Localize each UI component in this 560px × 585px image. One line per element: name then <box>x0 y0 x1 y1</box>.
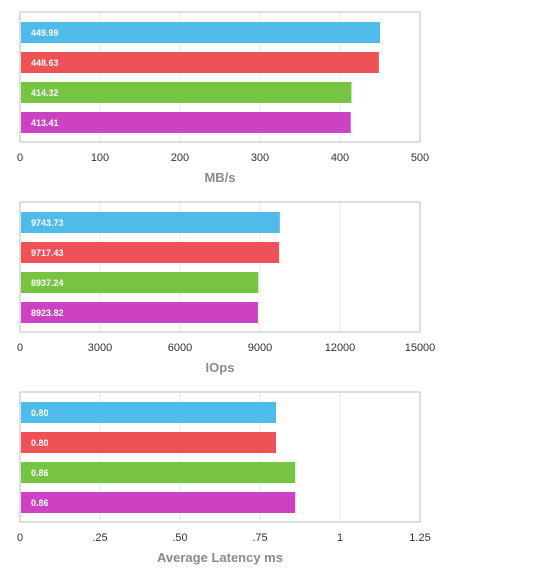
x-tick-label: 100 <box>91 152 109 164</box>
bar <box>21 402 276 423</box>
x-tick-label: .25 <box>92 532 107 544</box>
x-axis-label: MB/s <box>204 170 235 185</box>
bar-value-label: 9717.43 <box>31 248 64 258</box>
x-tick-label: .50 <box>172 532 187 544</box>
bar <box>21 492 296 513</box>
x-tick-label: 0 <box>17 152 23 164</box>
bar-value-label: 0.80 <box>31 408 49 418</box>
bar <box>21 432 276 453</box>
x-tick-label: 3000 <box>88 342 112 354</box>
bar <box>21 242 280 263</box>
x-tick-label: 300 <box>251 152 269 164</box>
x-axis-label: Average Latency ms <box>157 550 283 565</box>
bar-value-label: 0.86 <box>31 498 49 508</box>
chart-panel-2: 0.80 0.80 0.86 0.86 0 .25 .50 .75 1 1.25 Average L… <box>17 391 431 565</box>
x-tick-label: 6000 <box>168 342 192 354</box>
bar <box>21 52 379 73</box>
bar-value-label: 9743.73 <box>31 218 64 228</box>
bar-value-label: 413.41 <box>31 118 59 128</box>
x-tick-label: 15000 <box>405 342 436 354</box>
bar-value-label: 0.80 <box>31 438 49 448</box>
x-tick-label: 0 <box>17 532 23 544</box>
x-tick-label: 0 <box>17 342 23 354</box>
bar-value-label: 448.63 <box>31 58 59 68</box>
x-tick-label: 12000 <box>325 342 356 354</box>
x-axis-label: IOps <box>206 360 235 375</box>
x-tick-label: 500 <box>411 152 429 164</box>
bar-value-label: 414.32 <box>31 88 59 98</box>
bar-value-label: 0.86 <box>31 468 49 478</box>
bar <box>21 462 296 483</box>
bar <box>21 272 259 293</box>
bar <box>21 82 352 103</box>
bar-value-label: 449.99 <box>31 28 59 38</box>
x-tick-label: 200 <box>171 152 189 164</box>
bar <box>21 112 351 133</box>
x-tick-label: 9000 <box>248 342 272 354</box>
chart-panel-1: 9743.73 9717.43 8937.24 8923.82 0 3000 6000 900… <box>17 201 436 375</box>
bar <box>21 22 380 43</box>
chart-panel-0: 449.99 448.63 414.32 413.41 0 100 200 300 400 500… <box>17 11 429 185</box>
bar-value-label: 8923.82 <box>31 308 64 318</box>
x-tick-label: 1 <box>337 532 343 544</box>
x-tick-label: 400 <box>331 152 349 164</box>
bar-value-label: 8937.24 <box>31 278 64 288</box>
x-tick-label: .75 <box>252 532 267 544</box>
bar <box>21 212 280 233</box>
x-tick-label: 1.25 <box>409 532 430 544</box>
bar <box>21 302 258 323</box>
